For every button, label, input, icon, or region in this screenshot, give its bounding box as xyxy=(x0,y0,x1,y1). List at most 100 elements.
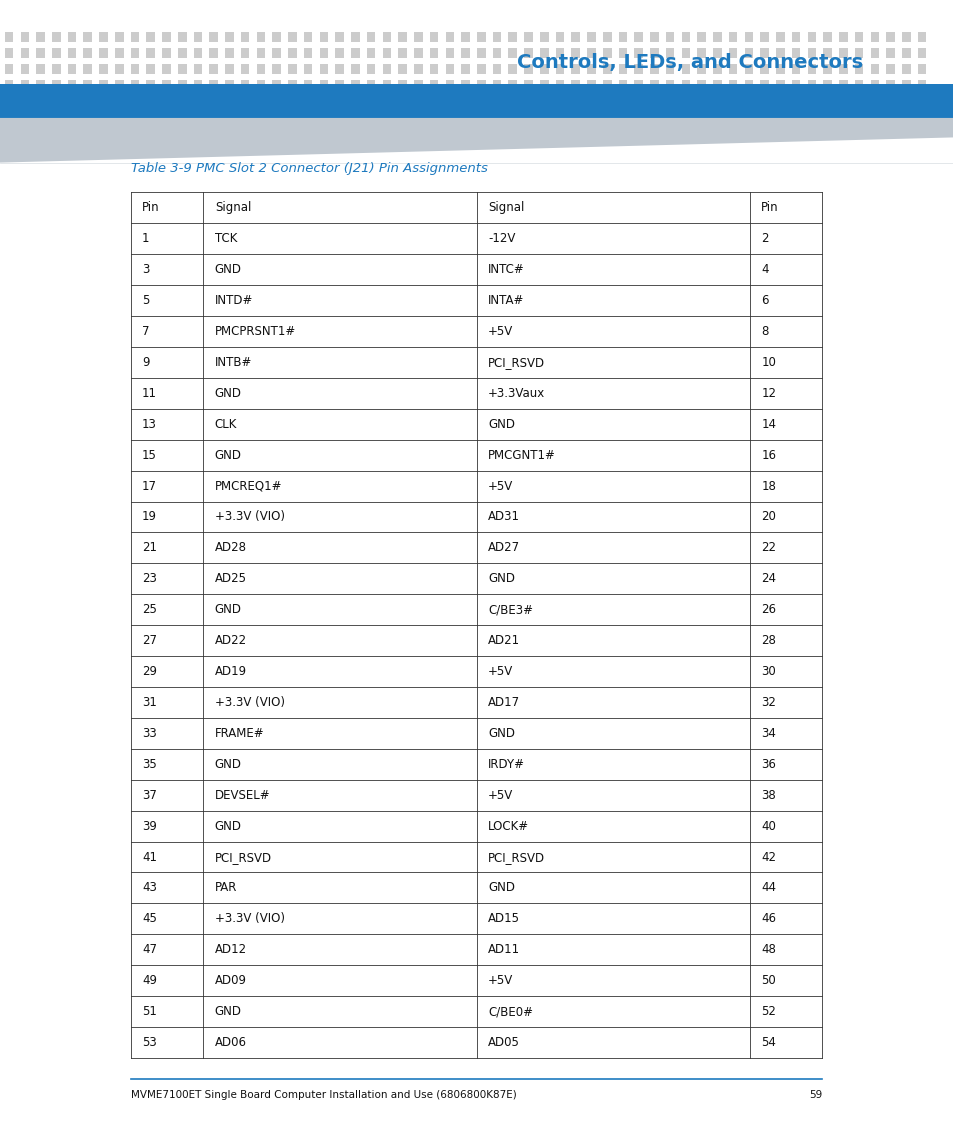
Text: AD15: AD15 xyxy=(487,913,519,925)
Text: AD31: AD31 xyxy=(487,511,519,523)
Text: PAR: PAR xyxy=(214,882,237,894)
Bar xyxy=(256,64,265,74)
Text: 4: 4 xyxy=(760,263,768,276)
Bar xyxy=(131,656,203,687)
Bar xyxy=(147,32,154,42)
Text: GND: GND xyxy=(487,572,515,585)
Text: 45: 45 xyxy=(142,913,157,925)
Bar xyxy=(398,64,407,74)
Text: CLK: CLK xyxy=(214,418,237,431)
Bar xyxy=(854,64,862,74)
Text: AD28: AD28 xyxy=(214,542,247,554)
Text: GND: GND xyxy=(487,882,515,894)
Bar xyxy=(476,842,749,872)
Bar xyxy=(476,409,749,440)
Bar xyxy=(21,64,30,74)
Bar xyxy=(902,64,909,74)
Bar xyxy=(52,64,61,74)
Bar xyxy=(36,32,45,42)
Bar xyxy=(131,192,203,223)
Bar xyxy=(476,378,749,409)
Bar xyxy=(539,48,548,58)
Bar xyxy=(203,254,476,285)
Bar xyxy=(476,440,749,471)
Text: INTD#: INTD# xyxy=(214,294,253,307)
Bar xyxy=(84,80,92,90)
Bar xyxy=(760,48,768,58)
Bar xyxy=(99,48,108,58)
Text: 32: 32 xyxy=(760,696,775,709)
Bar xyxy=(303,80,313,90)
Bar xyxy=(492,48,501,58)
Text: 13: 13 xyxy=(142,418,157,431)
Bar xyxy=(760,32,768,42)
Text: GND: GND xyxy=(214,603,241,616)
Text: 26: 26 xyxy=(760,603,776,616)
Bar xyxy=(203,471,476,502)
Bar xyxy=(476,687,749,718)
Text: 30: 30 xyxy=(760,665,775,678)
Bar xyxy=(240,64,250,74)
Bar xyxy=(476,471,749,502)
Bar xyxy=(749,471,821,502)
Bar xyxy=(791,48,800,58)
Bar xyxy=(524,80,532,90)
Bar xyxy=(203,934,476,965)
Text: 1: 1 xyxy=(142,232,150,245)
Bar xyxy=(476,903,749,934)
Bar xyxy=(806,80,815,90)
Bar xyxy=(203,440,476,471)
Text: C/BE0#: C/BE0# xyxy=(487,1005,533,1018)
Bar xyxy=(335,64,344,74)
Bar xyxy=(273,48,281,58)
Bar xyxy=(806,32,815,42)
Text: +3.3V (VIO): +3.3V (VIO) xyxy=(214,913,285,925)
Bar xyxy=(776,32,783,42)
Bar xyxy=(634,80,642,90)
Text: AD21: AD21 xyxy=(487,634,519,647)
Text: Signal: Signal xyxy=(487,202,524,214)
Bar xyxy=(21,48,30,58)
Bar xyxy=(203,409,476,440)
Bar xyxy=(869,48,879,58)
Bar xyxy=(398,48,407,58)
Polygon shape xyxy=(0,118,953,163)
Bar xyxy=(193,64,202,74)
Bar xyxy=(476,749,749,780)
Text: 28: 28 xyxy=(760,634,775,647)
Bar xyxy=(902,48,909,58)
Bar xyxy=(5,48,13,58)
Bar xyxy=(476,347,749,378)
Bar xyxy=(240,80,250,90)
Bar xyxy=(319,64,328,74)
Bar xyxy=(225,80,233,90)
Bar xyxy=(445,64,454,74)
Bar xyxy=(203,1027,476,1058)
Bar xyxy=(288,80,296,90)
Bar xyxy=(84,32,92,42)
Bar xyxy=(508,80,517,90)
Bar xyxy=(414,80,422,90)
Bar xyxy=(839,32,847,42)
Bar xyxy=(476,32,485,42)
Bar xyxy=(749,965,821,996)
Bar xyxy=(203,842,476,872)
Bar xyxy=(131,687,203,718)
Bar xyxy=(131,532,203,563)
Bar xyxy=(99,80,108,90)
Bar xyxy=(210,48,217,58)
Text: 35: 35 xyxy=(142,758,156,771)
Text: AD27: AD27 xyxy=(487,542,519,554)
Bar xyxy=(177,64,186,74)
Bar xyxy=(273,64,281,74)
Bar xyxy=(555,32,563,42)
Bar xyxy=(398,80,407,90)
Bar xyxy=(492,80,501,90)
Bar xyxy=(476,316,749,347)
Bar xyxy=(351,32,359,42)
Text: 20: 20 xyxy=(760,511,775,523)
Bar xyxy=(203,749,476,780)
Bar xyxy=(854,48,862,58)
Bar xyxy=(445,32,454,42)
Text: 59: 59 xyxy=(808,1090,821,1100)
